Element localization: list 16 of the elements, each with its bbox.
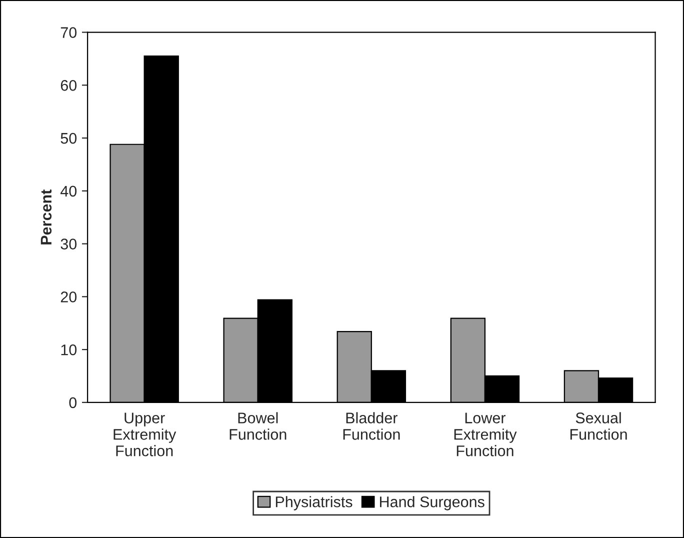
x-tick-label: Bladder Function <box>343 412 400 440</box>
x-tick-label: Lower Extremity Function <box>454 412 517 456</box>
y-tick-label: 0 <box>69 397 77 408</box>
y-tick-label: 20 <box>60 292 77 302</box>
y-tick-label: 60 <box>60 80 77 91</box>
y-tick-label: 70 <box>60 27 77 38</box>
legend-label: Physiatrists <box>276 496 352 510</box>
y-tick-label: 40 <box>60 186 77 197</box>
y-tick-label: 10 <box>61 344 77 356</box>
y-tick-label: 50 <box>60 132 77 144</box>
x-tick-label: Upper Extremity Function <box>114 412 176 456</box>
legend-label: Hand Surgeons <box>380 496 484 510</box>
x-tick-label: Bowel Function <box>230 412 286 440</box>
y-tick-label: 30 <box>60 238 77 250</box>
y-axis-title: Percent <box>40 190 52 244</box>
x-tick-label: Sexual Function <box>570 412 627 440</box>
